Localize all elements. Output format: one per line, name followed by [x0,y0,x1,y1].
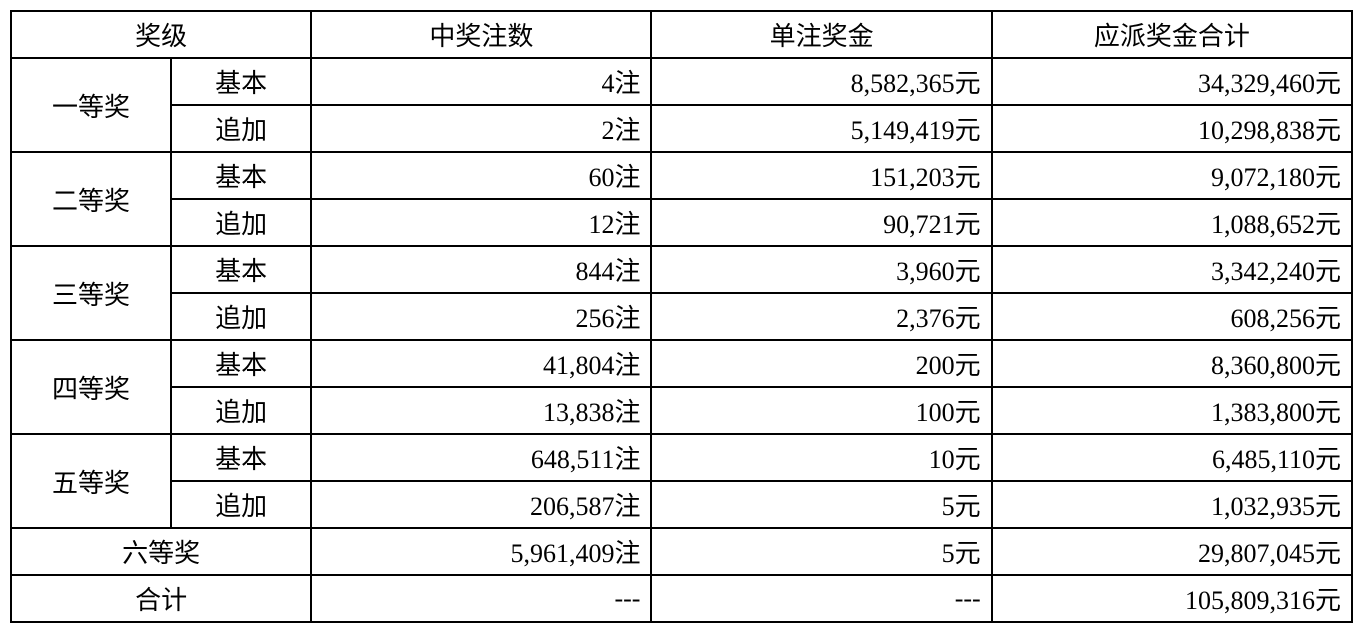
table-row: 追加 12注 90,721元 1,088,652元 [11,199,1352,246]
cell-total: 105,809,316元 [992,575,1352,622]
cell-count: 206,587注 [311,481,651,528]
cell-unit: 10元 [651,434,991,481]
table-row: 合计 --- --- 105,809,316元 [11,575,1352,622]
header-total: 应派奖金合计 [992,11,1352,58]
table-row: 一等奖 基本 4注 8,582,365元 34,329,460元 [11,58,1352,105]
cell-total: 29,807,045元 [992,528,1352,575]
cell-count: 60注 [311,152,651,199]
cell-count: 41,804注 [311,340,651,387]
cell-unit: 5元 [651,481,991,528]
tier-sub: 追加 [171,387,311,434]
table-row: 三等奖 基本 844注 3,960元 3,342,240元 [11,246,1352,293]
cell-unit: --- [651,575,991,622]
cell-unit: 200元 [651,340,991,387]
cell-total: 8,360,800元 [992,340,1352,387]
header-row: 奖级 中奖注数 单注奖金 应派奖金合计 [11,11,1352,58]
tier-name: 四等奖 [11,340,171,434]
tier-sub: 追加 [171,481,311,528]
tier-sub: 基本 [171,58,311,105]
cell-total: 608,256元 [992,293,1352,340]
tier-sub: 基本 [171,152,311,199]
cell-count: 5,961,409注 [311,528,651,575]
cell-unit: 5,149,419元 [651,105,991,152]
cell-total: 10,298,838元 [992,105,1352,152]
cell-total: 9,072,180元 [992,152,1352,199]
table-row: 追加 13,838注 100元 1,383,800元 [11,387,1352,434]
cell-count: 4注 [311,58,651,105]
header-tier: 奖级 [11,11,311,58]
table-row: 四等奖 基本 41,804注 200元 8,360,800元 [11,340,1352,387]
table-row: 五等奖 基本 648,511注 10元 6,485,110元 [11,434,1352,481]
cell-unit: 151,203元 [651,152,991,199]
prize-table: 奖级 中奖注数 单注奖金 应派奖金合计 一等奖 基本 4注 8,582,365元… [10,10,1353,623]
table-row: 追加 2注 5,149,419元 10,298,838元 [11,105,1352,152]
tier-name: 三等奖 [11,246,171,340]
tier-sub: 基本 [171,246,311,293]
cell-unit: 8,582,365元 [651,58,991,105]
tier-sub: 基本 [171,340,311,387]
cell-unit: 2,376元 [651,293,991,340]
cell-count: 13,838注 [311,387,651,434]
cell-total: 1,088,652元 [992,199,1352,246]
cell-unit: 100元 [651,387,991,434]
cell-total: 6,485,110元 [992,434,1352,481]
tier-name: 六等奖 [11,528,311,575]
tier-name: 二等奖 [11,152,171,246]
cell-unit: 3,960元 [651,246,991,293]
tier-sub: 追加 [171,105,311,152]
tier-name: 一等奖 [11,58,171,152]
table-row: 追加 206,587注 5元 1,032,935元 [11,481,1352,528]
cell-count: 256注 [311,293,651,340]
cell-unit: 5元 [651,528,991,575]
cell-total: 1,032,935元 [992,481,1352,528]
cell-total: 34,329,460元 [992,58,1352,105]
cell-count: 844注 [311,246,651,293]
cell-total: 3,342,240元 [992,246,1352,293]
cell-unit: 90,721元 [651,199,991,246]
tier-name: 合计 [11,575,311,622]
header-unit: 单注奖金 [651,11,991,58]
table-row: 二等奖 基本 60注 151,203元 9,072,180元 [11,152,1352,199]
cell-total: 1,383,800元 [992,387,1352,434]
tier-sub: 追加 [171,293,311,340]
tier-sub: 追加 [171,199,311,246]
cell-count: --- [311,575,651,622]
tier-name: 五等奖 [11,434,171,528]
cell-count: 648,511注 [311,434,651,481]
header-count: 中奖注数 [311,11,651,58]
tier-sub: 基本 [171,434,311,481]
cell-count: 2注 [311,105,651,152]
cell-count: 12注 [311,199,651,246]
table-row: 六等奖 5,961,409注 5元 29,807,045元 [11,528,1352,575]
table-row: 追加 256注 2,376元 608,256元 [11,293,1352,340]
